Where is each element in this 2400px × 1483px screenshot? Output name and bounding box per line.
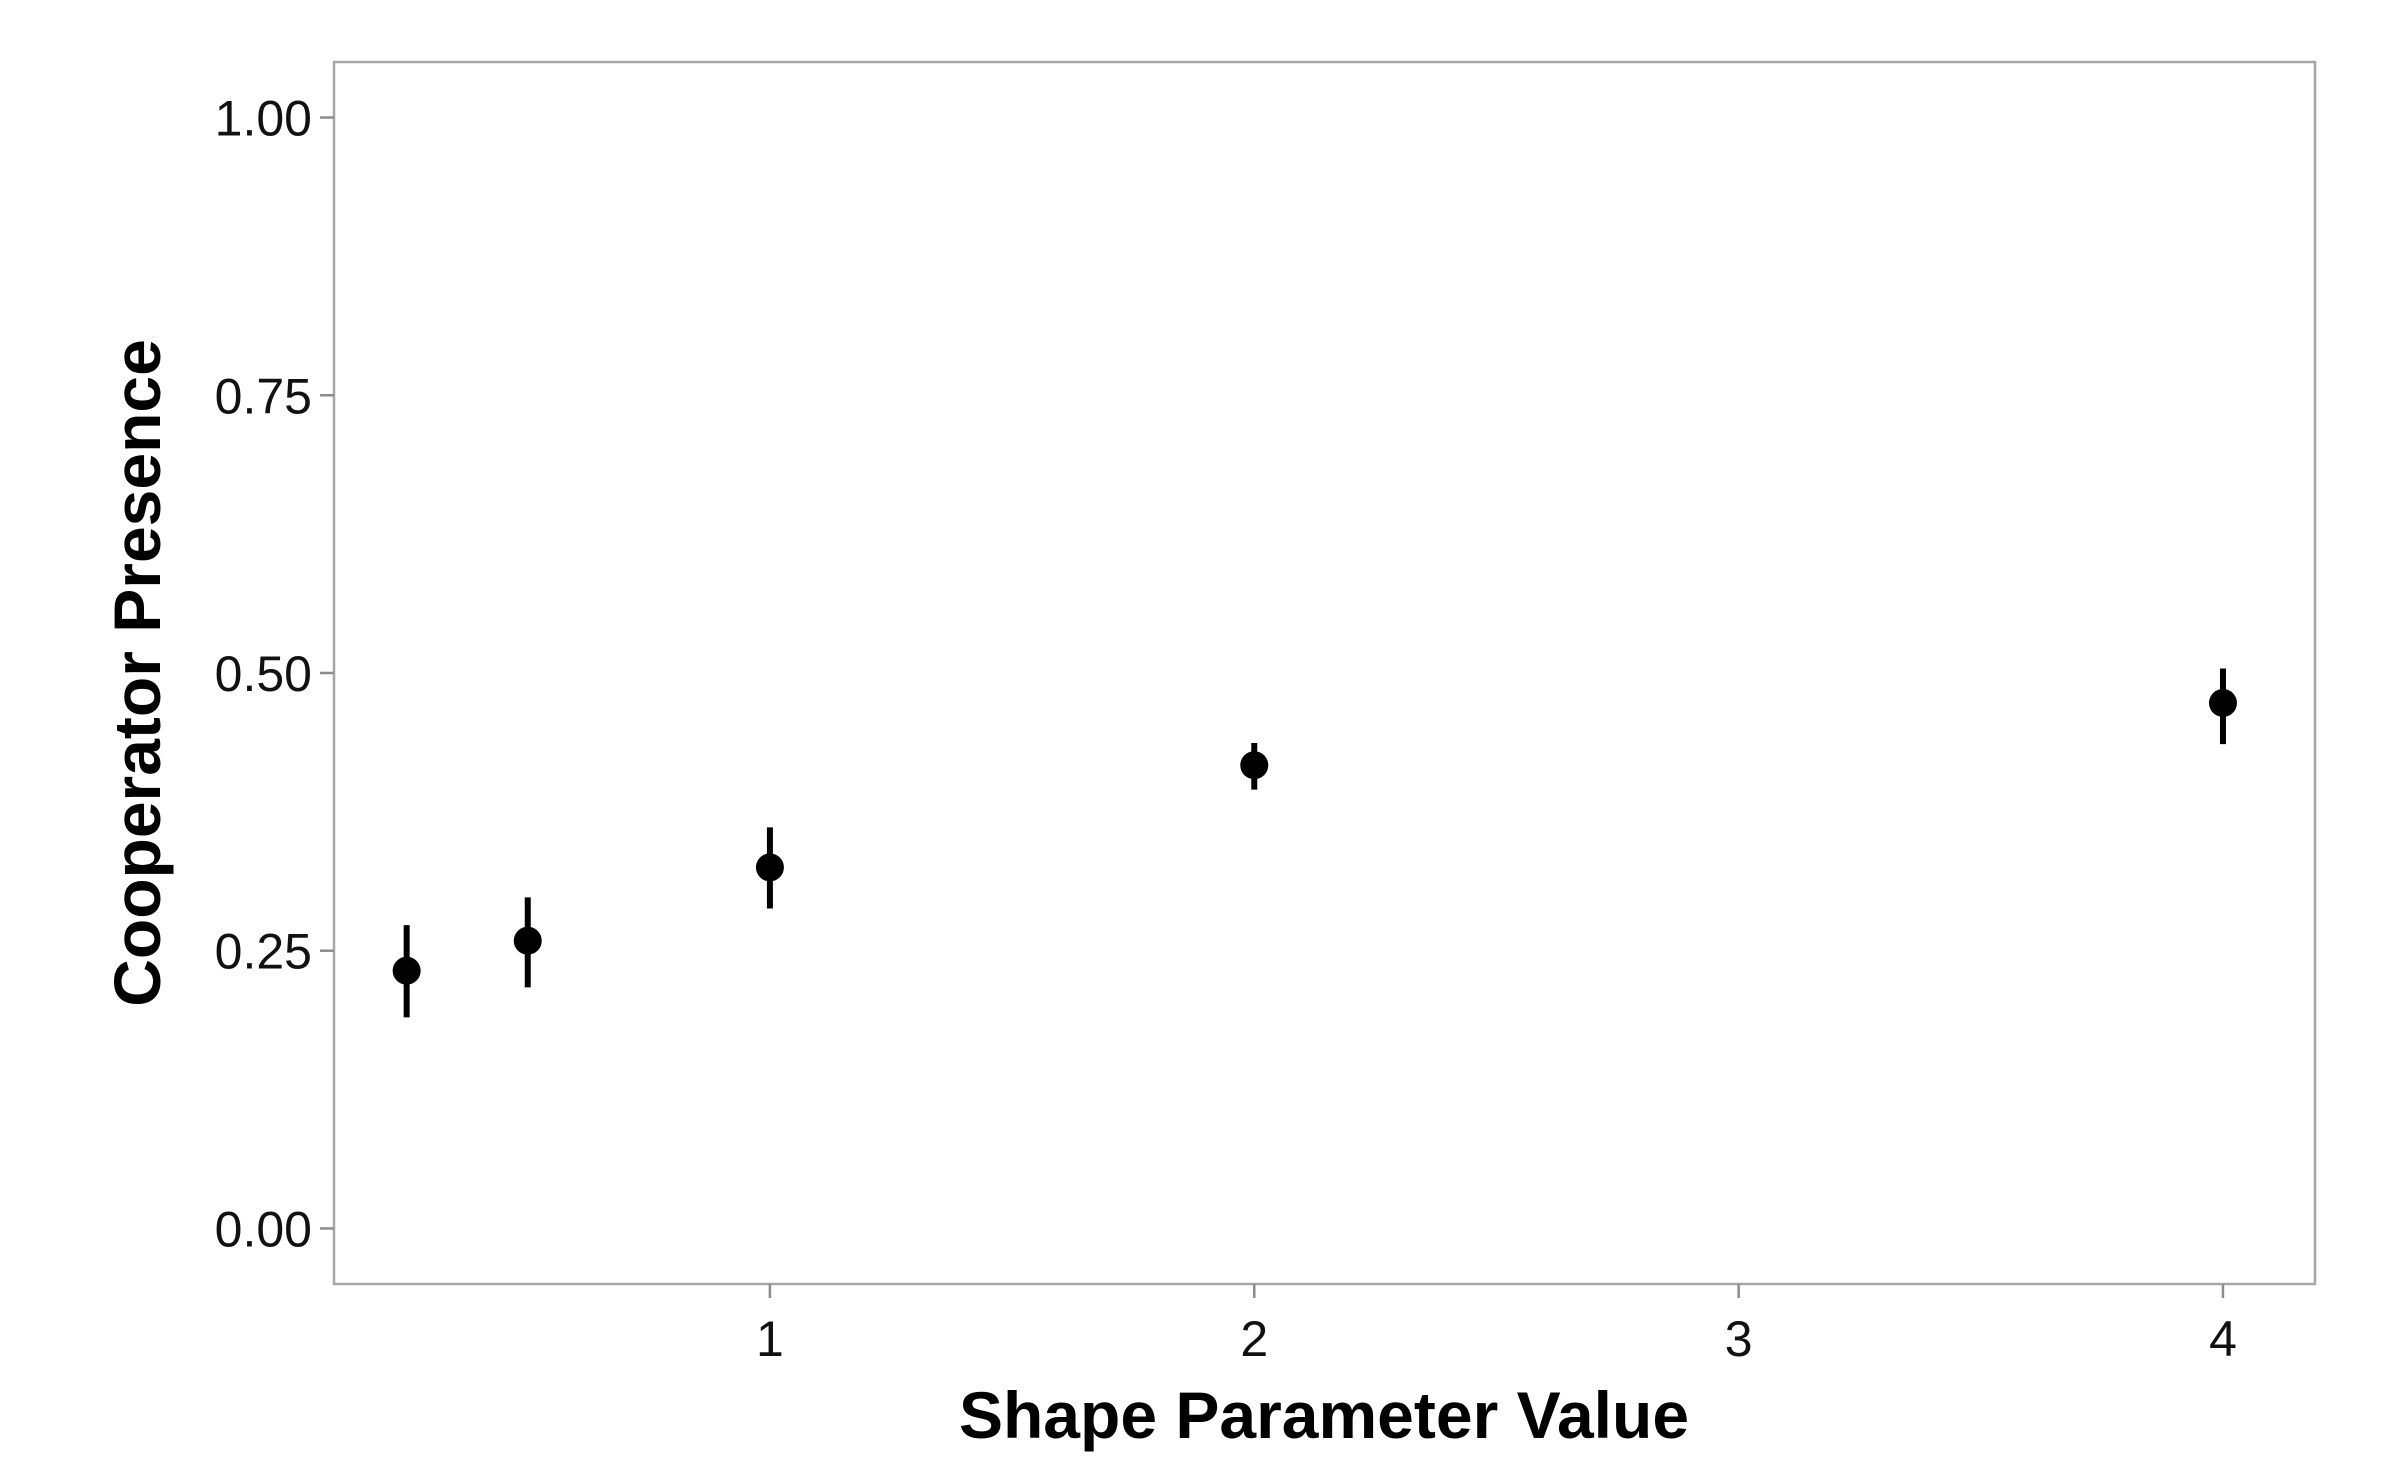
y-tick-label: 0.50 [215,646,312,702]
x-tick-label: 2 [1240,1311,1268,1367]
data-point [1240,751,1269,780]
x-axis-title: Shape Parameter Value [959,1378,1689,1452]
y-tick-label: 0.25 [215,924,312,980]
y-tick-label: 1.00 [215,91,312,147]
y-tick-label: 0.00 [215,1201,312,1257]
data-points [392,668,2237,1018]
y-axis-title: Cooperator Presence [100,339,174,1007]
data-point [513,926,542,955]
x-tick-label: 3 [1725,1311,1753,1367]
x-tick-label: 1 [756,1311,784,1367]
data-point [2208,688,2237,717]
data-point [755,853,784,882]
data-point [392,956,421,985]
y-tick-label: 0.75 [215,368,312,424]
plot-panel [332,60,2317,1286]
x-tick-label: 4 [2209,1311,2237,1367]
x-axis: 1 2 3 4 [756,1284,2237,1367]
y-axis: 0.00 0.25 0.50 0.75 1.00 [215,91,334,1257]
